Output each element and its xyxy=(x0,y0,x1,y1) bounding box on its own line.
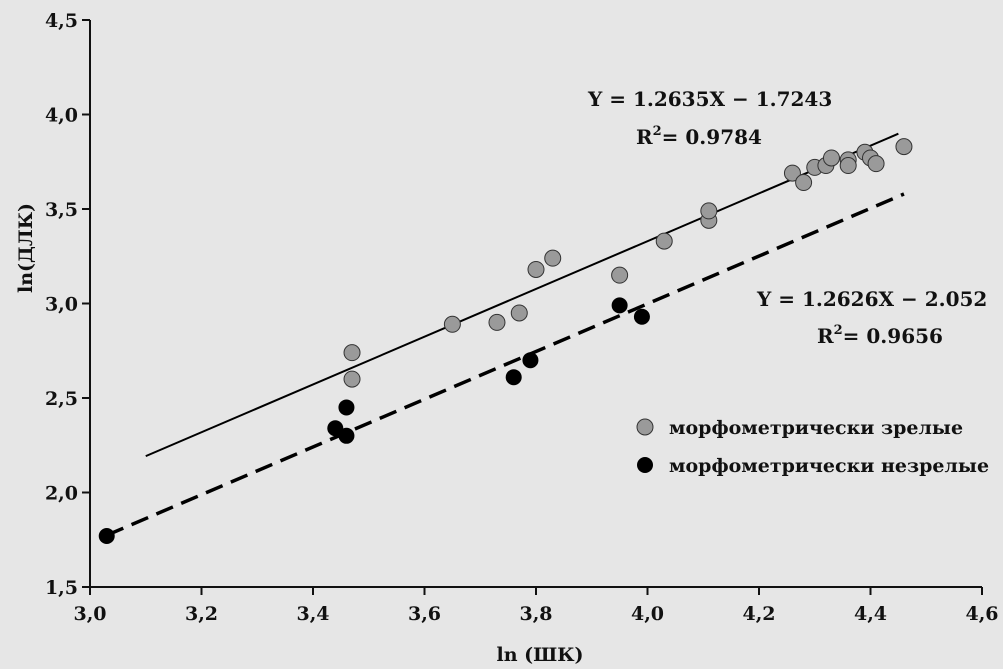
data-points xyxy=(98,138,913,544)
x-tick-label: 4,2 xyxy=(742,603,775,625)
immature-fit-line xyxy=(106,192,905,537)
mature-point xyxy=(544,249,562,267)
mature-fit-r2: R2= 0.9784 xyxy=(636,124,762,149)
y-tick-label: 1,5 xyxy=(45,577,78,599)
y-tick-label: 4,0 xyxy=(45,105,78,127)
y-tick-label: 2,0 xyxy=(45,483,78,505)
mature-fit-line xyxy=(145,132,899,458)
x-tick-label: 3,6 xyxy=(408,603,441,625)
immature-point xyxy=(338,427,355,444)
legend-label-immature: морфометрически незрелые xyxy=(669,455,989,477)
immature-fit-equation: Y = 1.2626X − 2.052 xyxy=(756,287,987,311)
legend-marker-mature xyxy=(636,418,654,436)
mature-point xyxy=(510,304,528,322)
immature-fit-r2: R2= 0.9656 xyxy=(817,323,943,348)
mature-point xyxy=(527,260,545,278)
x-tick-label: 3,0 xyxy=(73,603,106,625)
mature-fit-equation: Y = 1.2635X − 1.7243 xyxy=(587,87,832,111)
immature-point xyxy=(611,297,628,314)
x-tick-label: 3,8 xyxy=(519,603,552,625)
mature-point xyxy=(488,313,506,331)
x-tick-label: 4,6 xyxy=(965,603,998,625)
mature-point xyxy=(343,344,361,362)
y-tick-label: 4,5 xyxy=(45,10,78,32)
mature-point xyxy=(783,164,801,182)
legend: морфометрически зрелые морфометрически н… xyxy=(636,417,989,477)
immature-point xyxy=(338,399,355,416)
tick-marks: 3,0 3,2 3,4 3,6 3,8 4,0 4,2 4,4 4,6 1,5 2,0 2,5 3,0 3… xyxy=(45,10,999,625)
trend-lines xyxy=(106,132,905,537)
x-tick-label: 3,2 xyxy=(185,603,218,625)
immature-point xyxy=(633,308,650,325)
mature-point xyxy=(700,202,718,220)
mature-point xyxy=(611,266,629,284)
mature-point xyxy=(895,138,913,156)
mature-point xyxy=(343,370,361,388)
immature-point xyxy=(505,369,522,386)
legend-label-mature: морфометрически зрелые xyxy=(669,417,963,439)
x-axis-title: ln (ШК) xyxy=(496,644,583,666)
mature-point xyxy=(839,157,857,175)
immature-point xyxy=(522,352,539,369)
y-tick-label: 3,0 xyxy=(45,294,78,316)
x-tick-label: 3,4 xyxy=(296,603,329,625)
mature-point xyxy=(795,174,813,192)
mature-point xyxy=(655,232,673,250)
y-tick-label: 2,5 xyxy=(45,388,78,410)
mature-point xyxy=(867,155,885,173)
mature-point xyxy=(822,149,840,167)
x-tick-label: 4,0 xyxy=(631,603,664,625)
immature-point xyxy=(98,527,115,544)
y-tick-label: 3,5 xyxy=(45,199,78,221)
mature-point xyxy=(443,315,461,333)
legend-marker-immature xyxy=(637,457,653,473)
y-axis-title: ln(ДЛК) xyxy=(15,203,37,293)
x-tick-label: 4,4 xyxy=(854,603,887,625)
